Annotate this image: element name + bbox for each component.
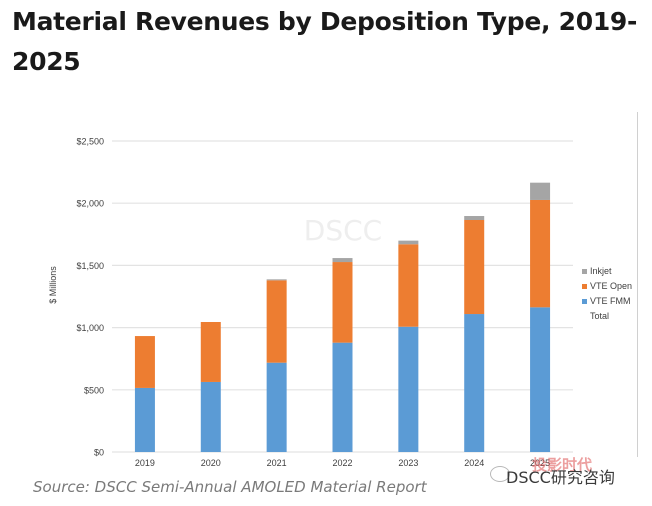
bar-vte-open-2025 xyxy=(530,199,551,308)
bar-vte-fmm-2025 xyxy=(530,307,551,452)
x-tick-label: 2020 xyxy=(201,458,221,468)
legend-label: VTE Open xyxy=(590,281,632,291)
bars xyxy=(134,182,551,452)
bar-vte-open-2019 xyxy=(134,336,155,388)
chart-title: Material Revenues by Deposition Type, 20… xyxy=(12,7,638,76)
y-axis-ticks: $0 $500 $1,000 $1,500 $2,000 $2,500 xyxy=(76,137,104,458)
x-tick-label: 2023 xyxy=(398,458,418,468)
x-tick-label: 2021 xyxy=(267,458,287,468)
bar-vte-fmm-2022 xyxy=(332,342,353,452)
bar-stack-2024 xyxy=(464,216,485,452)
y-tick-label: $2,000 xyxy=(76,199,104,209)
chart-frame-border xyxy=(637,112,638,457)
legend-item-vte-open: VTE Open xyxy=(582,281,632,291)
bar-inkjet-2025 xyxy=(530,182,551,200)
legend-swatch xyxy=(582,284,587,289)
bar-inkjet-2021 xyxy=(266,279,287,281)
source-caption: Source: DSCC Semi-Annual AMOLED Material… xyxy=(33,478,427,496)
bar-stack-2022 xyxy=(332,258,353,452)
bar-vte-open-2022 xyxy=(332,262,353,343)
bar-stack-2021 xyxy=(266,279,287,452)
x-tick-label: 2022 xyxy=(332,458,352,468)
y-tick-label: $500 xyxy=(84,385,104,395)
legend-item-vte-fmm: VTE FMM xyxy=(582,296,631,306)
legend-item-inkjet: Inkjet xyxy=(582,266,612,276)
y-tick-label: $1,000 xyxy=(76,323,104,333)
legend: Inkjet VTE Open VTE FMM Total xyxy=(582,266,632,321)
legend-label: Inkjet xyxy=(590,266,612,276)
y-tick-label: $0 xyxy=(94,448,104,458)
bar-stack-2020 xyxy=(200,322,221,452)
y-tick-label: $2,500 xyxy=(76,137,104,147)
bar-vte-open-2024 xyxy=(464,219,485,315)
watermark-overlay: 投影时代 xyxy=(532,456,593,474)
bar-stack-2019 xyxy=(134,336,155,452)
bar-inkjet-2023 xyxy=(398,240,419,245)
bar-vte-fmm-2023 xyxy=(398,326,419,452)
chart-watermark: DSCC xyxy=(304,214,382,247)
bar-vte-fmm-2024 xyxy=(464,314,485,452)
watermark-corner: DSCC研究咨询 xyxy=(506,468,615,487)
bar-inkjet-2024 xyxy=(464,216,485,220)
legend-swatch xyxy=(582,269,587,274)
x-tick-label: 2019 xyxy=(135,458,155,468)
stacked-bar-chart: $0 $500 $1,000 $1,500 $2,000 $2,500 $ Million… xyxy=(48,137,632,469)
bar-vte-fmm-2021 xyxy=(266,362,287,452)
x-axis-ticks: 2019 2020 2021 2022 2023 2024 2025 xyxy=(135,458,550,468)
wechat-logo-icon xyxy=(490,466,510,482)
bar-vte-open-2020 xyxy=(200,322,221,382)
bar-stack-2025 xyxy=(530,182,551,452)
legend-swatch xyxy=(582,299,587,304)
bar-vte-open-2021 xyxy=(266,280,287,363)
bar-vte-fmm-2020 xyxy=(200,381,221,452)
bar-vte-fmm-2019 xyxy=(134,387,155,452)
bar-stack-2023 xyxy=(398,240,419,452)
bar-inkjet-2022 xyxy=(332,258,353,263)
y-tick-label: $1,500 xyxy=(76,261,104,271)
legend-item-total: Total xyxy=(590,311,609,321)
y-axis-label: $ Millions xyxy=(48,266,58,304)
legend-label: VTE FMM xyxy=(590,296,631,306)
legend-label: Total xyxy=(590,311,609,321)
x-tick-label: 2025 xyxy=(530,458,550,468)
x-tick-label: 2024 xyxy=(464,458,484,468)
bar-vte-open-2023 xyxy=(398,244,419,327)
